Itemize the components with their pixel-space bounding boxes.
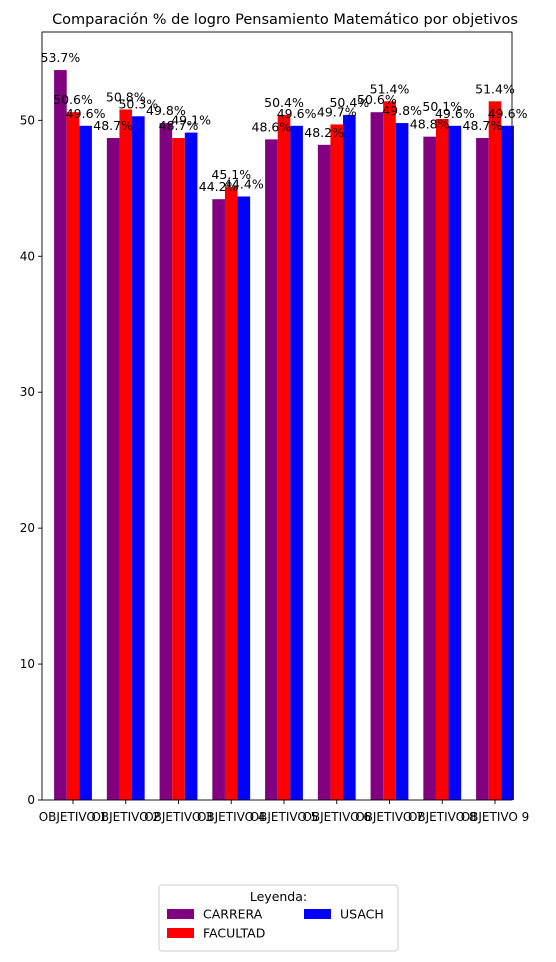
bar-carrera-3 xyxy=(159,123,173,800)
bar-facultad-3 xyxy=(172,138,185,800)
legend-title: Leyenda: xyxy=(250,889,307,904)
bar-facultad-8 xyxy=(435,118,449,800)
bar-facultad-7 xyxy=(383,101,396,800)
data-label-carrera-8: 48.8% xyxy=(410,117,450,132)
bar-carrera-5 xyxy=(265,139,278,801)
bar-usach-8 xyxy=(448,125,462,801)
data-label-facultad-6: 49.7% xyxy=(317,104,357,119)
bar-carrera-9 xyxy=(476,138,489,800)
x-tick-label: OBJETIVO 8 xyxy=(408,810,477,824)
data-label-usach-6: 50.4% xyxy=(329,95,369,110)
bar-usach-6 xyxy=(343,114,356,801)
data-label-facultad-4: 45.1% xyxy=(211,167,251,182)
legend-box xyxy=(158,884,399,952)
data-label-carrera-1: 53.7% xyxy=(41,50,81,65)
data-label-facultad-2: 50.8% xyxy=(106,89,146,104)
legend-label-usach: USACH xyxy=(340,907,384,922)
data-label-facultad-8: 50.1% xyxy=(422,99,462,114)
x-tick-label: OBJETIVO 3 xyxy=(144,810,213,824)
legend-label-carrera: CARRERA xyxy=(203,907,263,922)
bar-usach-9 xyxy=(501,125,514,801)
data-label-facultad-7: 51.4% xyxy=(370,81,410,96)
bar-carrera-6 xyxy=(317,144,331,801)
bar-carrera-1 xyxy=(54,70,67,800)
legend-swatch-usach xyxy=(304,909,331,919)
y-tick-label: 0 xyxy=(27,793,35,807)
y-tick-label: 30 xyxy=(20,385,35,399)
y-tick-label: 10 xyxy=(20,657,35,671)
legend-label-facultad: FACULTAD xyxy=(203,926,265,941)
bar-usach-5 xyxy=(290,125,303,801)
bar-usach-2 xyxy=(132,116,145,800)
data-label-facultad-5: 50.4% xyxy=(264,95,304,110)
data-label-usach-3: 49.1% xyxy=(171,113,211,128)
x-tick-label: OBJETIVO 5 xyxy=(250,810,319,824)
y-tick-label: 40 xyxy=(20,249,35,263)
data-label-usach-1: 49.6% xyxy=(66,106,106,121)
data-label-usach-2: 50.3% xyxy=(118,96,158,111)
bars-layer xyxy=(54,70,514,801)
data-label-carrera-7: 50.6% xyxy=(357,92,397,107)
data-label-facultad-3: 48.7% xyxy=(159,118,199,133)
bar-carrera-8 xyxy=(423,136,436,801)
legend-swatch-carrera xyxy=(167,909,194,919)
data-label-usach-9: 49.6% xyxy=(488,106,528,121)
x-tick-label: OBJETIVO 1 xyxy=(39,810,108,824)
data-label-facultad-1: 50.6% xyxy=(53,92,93,107)
bar-facultad-1 xyxy=(66,112,80,800)
chart-title: Comparación % de logro Pensamiento Matem… xyxy=(52,12,518,28)
data-labels-layer: 53.7%48.7%49.8%44.2%48.6% 48.2%50.6%48.8%… xyxy=(41,50,528,194)
bar-usach-4 xyxy=(237,196,251,800)
data-label-carrera-9: 48.7% xyxy=(463,118,503,133)
data-label-carrera-4: 44.2% xyxy=(199,179,239,194)
x-tick-label: OBJETIVO 9 xyxy=(461,810,530,824)
y-tick-label: 20 xyxy=(20,521,35,535)
legend: Leyenda: CARRERA FACULTAD USACH xyxy=(158,884,399,952)
data-label-usach-8: 49.6% xyxy=(435,106,475,121)
data-label-usach-5: 49.6% xyxy=(277,106,317,121)
bar-usach-3 xyxy=(184,132,198,800)
legend-swatch-facultad xyxy=(167,928,194,938)
bar-carrera-7 xyxy=(370,112,384,800)
bar-facultad-5 xyxy=(277,114,291,801)
data-label-carrera-2: 48.7% xyxy=(93,118,133,133)
bar-usach-1 xyxy=(79,125,92,801)
data-label-facultad-9: 51.4% xyxy=(475,81,515,96)
x-tick-label: OBJETIVO 7 xyxy=(355,810,424,824)
bar-facultad-2 xyxy=(119,109,133,801)
bar-facultad-6 xyxy=(330,124,344,800)
y-tick-label: 50 xyxy=(20,113,35,127)
bar-facultad-4 xyxy=(224,186,238,800)
bar-usach-7 xyxy=(395,123,409,800)
x-tick-label: OBJETIVO 2 xyxy=(91,810,160,824)
data-label-carrera-5: 48.6% xyxy=(252,119,292,134)
bar-carrera-2 xyxy=(106,138,120,800)
bar-carrera-4 xyxy=(212,199,225,800)
data-label-usach-7: 49.8% xyxy=(382,103,422,118)
data-label-usach-4: 44.4% xyxy=(224,176,264,191)
data-label-carrera-3: 49.8% xyxy=(146,103,186,118)
x-tick-label: OBJETIVO 4 xyxy=(197,810,266,824)
bar-facultad-9 xyxy=(488,101,502,800)
x-tick-label: OBJETIVO 6 xyxy=(302,810,371,824)
plot-frame xyxy=(41,31,513,801)
data-label-carrera-6: 48.2% xyxy=(304,125,344,140)
